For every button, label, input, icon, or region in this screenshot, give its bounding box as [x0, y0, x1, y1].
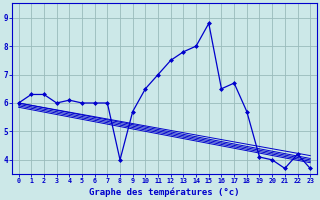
X-axis label: Graphe des températures (°c): Graphe des températures (°c): [89, 187, 240, 197]
